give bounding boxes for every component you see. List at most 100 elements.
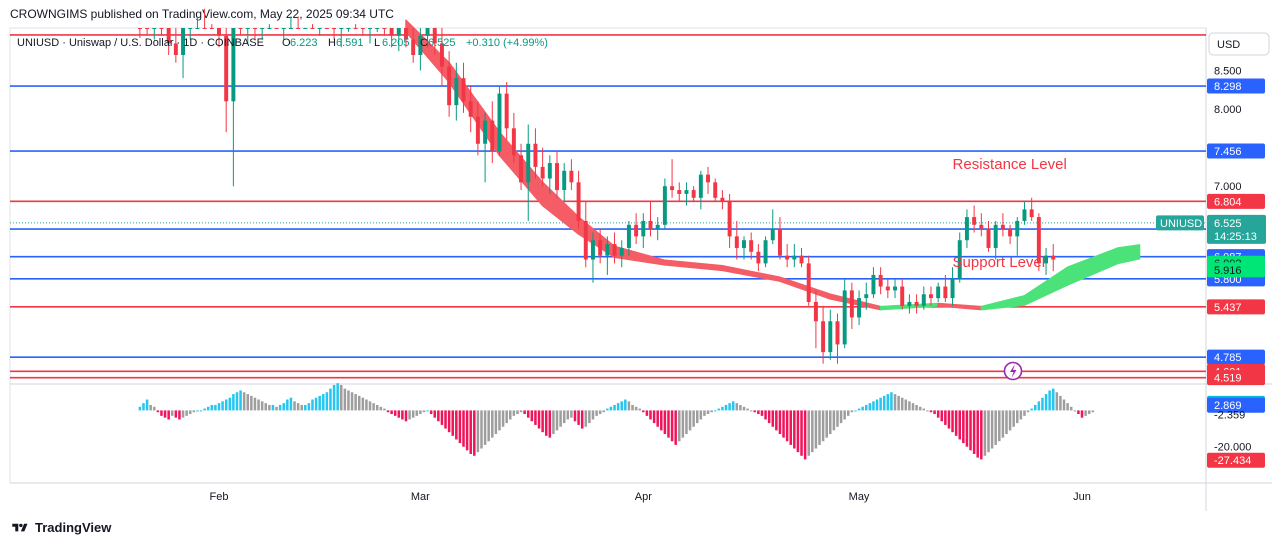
candle-body[interactable] <box>274 28 279 29</box>
candle-body[interactable] <box>382 28 387 29</box>
candle-body[interactable] <box>864 294 869 299</box>
candle-body[interactable] <box>972 217 977 225</box>
candle-body[interactable] <box>828 321 833 353</box>
candle-body[interactable] <box>188 28 193 29</box>
candle-body[interactable] <box>310 28 315 29</box>
candle-body[interactable] <box>418 35 423 56</box>
candle-body[interactable] <box>1036 217 1041 264</box>
candle-body[interactable] <box>957 240 962 279</box>
candle-body[interactable] <box>849 290 854 318</box>
candle-body[interactable] <box>907 301 912 306</box>
candle-body[interactable] <box>504 93 509 129</box>
candle-body[interactable] <box>698 174 703 198</box>
candle-body[interactable] <box>821 321 826 353</box>
candle-body[interactable] <box>756 251 761 264</box>
candle-body[interactable] <box>655 224 660 229</box>
candle-body[interactable] <box>634 224 639 237</box>
candle-body[interactable] <box>368 28 373 29</box>
candle-body[interactable] <box>303 28 308 29</box>
candle-body[interactable] <box>677 190 682 194</box>
candle-body[interactable] <box>137 28 142 29</box>
candle-body[interactable] <box>770 228 775 241</box>
candle-body[interactable] <box>914 301 919 306</box>
candle-body[interactable] <box>763 240 768 264</box>
candle-body[interactable] <box>461 78 466 102</box>
candle-body[interactable] <box>871 274 876 295</box>
candle-body[interactable] <box>1015 220 1020 237</box>
candle-body[interactable] <box>519 155 524 183</box>
candle-body[interactable] <box>231 28 236 102</box>
candle-body[interactable] <box>540 166 545 179</box>
candle-body[interactable] <box>533 143 538 167</box>
candle-body[interactable] <box>576 182 581 221</box>
candle-body[interactable] <box>893 286 897 291</box>
candle-body[interactable] <box>526 143 531 183</box>
tradingview-footer[interactable]: TradingView <box>10 520 111 535</box>
candle-body[interactable] <box>562 170 567 191</box>
candle-body[interactable] <box>145 28 150 29</box>
candle-body[interactable] <box>742 240 746 248</box>
candle-body[interactable] <box>785 255 790 260</box>
candle-body[interactable] <box>885 286 890 291</box>
candle-body[interactable] <box>583 220 588 260</box>
candle-body[interactable] <box>641 220 646 237</box>
candle-body[interactable] <box>475 116 480 144</box>
candle-body[interactable] <box>555 163 559 191</box>
candle-body[interactable] <box>734 236 739 248</box>
candle-body[interactable] <box>662 186 667 225</box>
candle-body[interactable] <box>252 28 257 29</box>
candle-body[interactable] <box>943 286 948 299</box>
candle-body[interactable] <box>332 28 337 29</box>
candle-body[interactable] <box>497 93 502 152</box>
candle-body[interactable] <box>706 174 711 183</box>
candle-body[interactable] <box>964 217 969 241</box>
candle-body[interactable] <box>317 28 322 29</box>
candle-body[interactable] <box>547 163 552 179</box>
candle-body[interactable] <box>159 28 164 29</box>
candle-body[interactable] <box>684 190 689 194</box>
candle-body[interactable] <box>1051 255 1056 260</box>
candle-body[interactable] <box>447 66 452 106</box>
candle-body[interactable] <box>324 28 329 29</box>
candle-body[interactable] <box>936 286 941 299</box>
candle-body[interactable] <box>619 247 624 256</box>
candle-body[interactable] <box>288 28 293 29</box>
candle-body[interactable] <box>404 28 408 40</box>
candle-body[interactable] <box>928 294 933 299</box>
candle-body[interactable] <box>979 224 984 229</box>
candle-body[interactable] <box>842 290 847 345</box>
candle-body[interactable] <box>569 170 574 183</box>
candle-body[interactable] <box>432 28 437 44</box>
candle-body[interactable] <box>799 255 804 264</box>
candle-body[interactable] <box>900 286 905 306</box>
candle-body[interactable] <box>777 228 782 256</box>
candle-body[interactable] <box>590 240 595 260</box>
candle-body[interactable] <box>152 28 157 29</box>
candle-body[interactable] <box>346 28 351 29</box>
candle-body[interactable] <box>950 278 955 299</box>
candle-body[interactable] <box>1029 209 1034 218</box>
candle-body[interactable] <box>986 228 991 248</box>
candle-body[interactable] <box>353 28 358 29</box>
candle-body[interactable] <box>375 28 380 29</box>
candle-body[interactable] <box>490 120 495 152</box>
candle-body[interactable] <box>296 28 301 29</box>
candle-body[interactable] <box>749 240 754 252</box>
candle-body[interactable] <box>425 28 430 36</box>
currency-button[interactable]: USD <box>1208 32 1270 56</box>
candle-body[interactable] <box>612 244 617 256</box>
candle-body[interactable] <box>454 78 459 106</box>
candle-body[interactable] <box>806 263 811 302</box>
candle-body[interactable] <box>1000 224 1005 229</box>
candle-body[interactable] <box>166 28 171 44</box>
candle-body[interactable] <box>648 220 653 229</box>
candle-body[interactable] <box>626 224 631 248</box>
candle-body[interactable] <box>511 128 516 156</box>
candle-body[interactable] <box>260 28 265 29</box>
candle-body[interactable] <box>1008 228 1013 237</box>
candle-body[interactable] <box>857 298 862 318</box>
candle-body[interactable] <box>195 28 200 29</box>
candle-body[interactable] <box>691 190 696 198</box>
candle-body[interactable] <box>439 43 444 67</box>
